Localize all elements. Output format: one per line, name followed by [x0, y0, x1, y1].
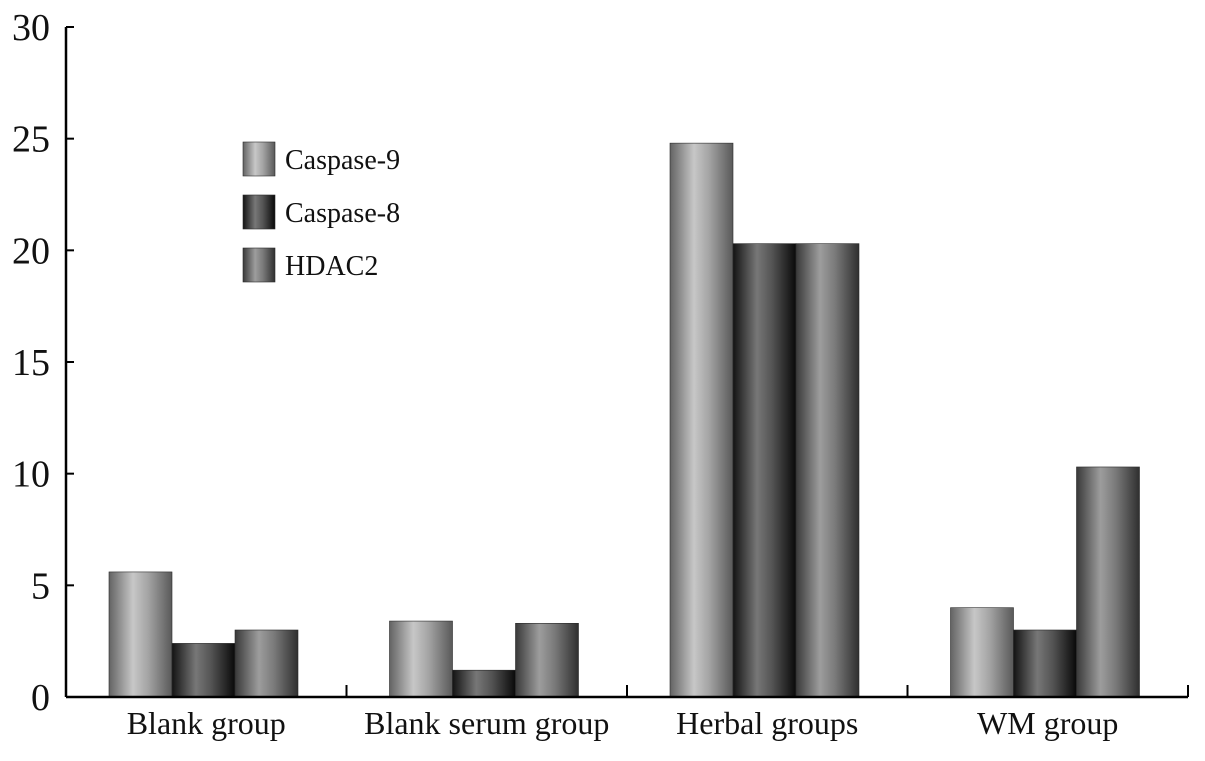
bar-caspase-9-herbal-groups: [669, 142, 734, 698]
y-tick-label: 30: [12, 7, 50, 49]
bar-caspase-8-blank-serum-group: [452, 669, 516, 698]
x-category-label: Blank serum group: [364, 705, 609, 741]
y-tick-label: 5: [31, 565, 50, 607]
bar-hdac2-herbal-groups: [795, 243, 860, 698]
legend-label: Caspase-8: [285, 198, 400, 229]
bar-caspase-9-blank-serum-group: [389, 620, 453, 698]
bar-hdac2-blank-serum-group: [515, 622, 579, 698]
y-tick-label: 20: [12, 230, 50, 272]
legend-swatch: [242, 247, 276, 283]
x-category-label: Blank group: [127, 705, 286, 741]
y-tick-label: 10: [12, 454, 50, 496]
bar-caspase-8-herbal-groups: [732, 243, 797, 698]
y-tick-label: 25: [12, 119, 50, 161]
bar-caspase-9-wm-group: [950, 607, 1014, 698]
axes-layer: 0 5 10 15 20 25 30 Blank group Blank serum group…: [12, 7, 1189, 741]
x-category-label: WM group: [977, 705, 1118, 741]
legend-swatch: [242, 141, 276, 177]
legend: Caspase-9 Caspase-8 HDAC2: [242, 141, 400, 283]
bar-caspase-9-blank-group: [108, 571, 173, 698]
y-tick-label: 0: [31, 677, 50, 719]
bar-hdac2-wm-group: [1076, 466, 1140, 698]
legend-swatch: [242, 194, 276, 230]
legend-label: HDAC2: [285, 251, 378, 282]
bar-hdac2-blank-group: [234, 629, 299, 698]
bar-caspase-8-wm-group: [1013, 629, 1077, 698]
bar-caspase-8-blank-group: [171, 643, 236, 698]
legend-label: Caspase-9: [285, 145, 400, 176]
x-category-label: Herbal groups: [676, 705, 858, 741]
bars-layer: [108, 142, 1140, 698]
y-tick-label: 15: [12, 342, 50, 384]
